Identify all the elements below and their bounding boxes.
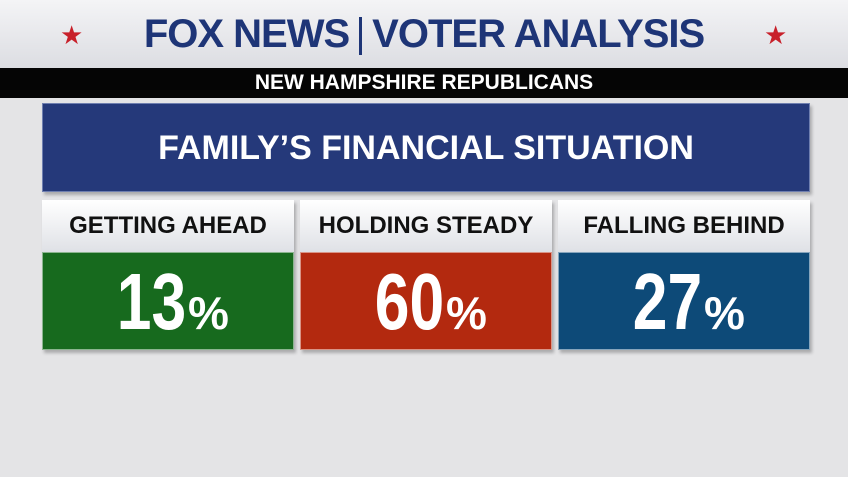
card-unit: % xyxy=(446,287,487,339)
result-card: GETTING AHEAD 13% xyxy=(42,200,294,350)
card-value-box: 60% xyxy=(300,252,552,350)
question-title: FAMILY’S FINANCIAL SITUATION xyxy=(42,103,810,192)
header-band xyxy=(0,0,848,68)
card-value-box: 13% xyxy=(42,252,294,350)
card-label: HOLDING STEADY xyxy=(300,200,552,252)
star-icon: ★ xyxy=(764,20,788,50)
subtitle: NEW HAMPSHIRE REPUBLICANS xyxy=(0,68,848,98)
card-label: FALLING BEHIND xyxy=(558,200,810,252)
card-unit: % xyxy=(188,287,229,339)
result-card: FALLING BEHIND 27% xyxy=(558,200,810,350)
card-label: GETTING AHEAD xyxy=(42,200,294,252)
logo: FOX NEWS VOTER ANALYSIS xyxy=(0,12,848,57)
card-value-box: 27% xyxy=(558,252,810,350)
card-value: 13 xyxy=(116,257,187,346)
card-unit: % xyxy=(704,287,745,339)
card-value: 27 xyxy=(632,257,703,346)
brand: FOX NEWS xyxy=(143,12,350,56)
result-card: HOLDING STEADY 60% xyxy=(300,200,552,350)
header-title: VOTER ANALYSIS xyxy=(372,12,705,56)
card-value: 60 xyxy=(374,257,445,346)
star-icon: ★ xyxy=(60,20,84,50)
separator xyxy=(359,17,363,56)
